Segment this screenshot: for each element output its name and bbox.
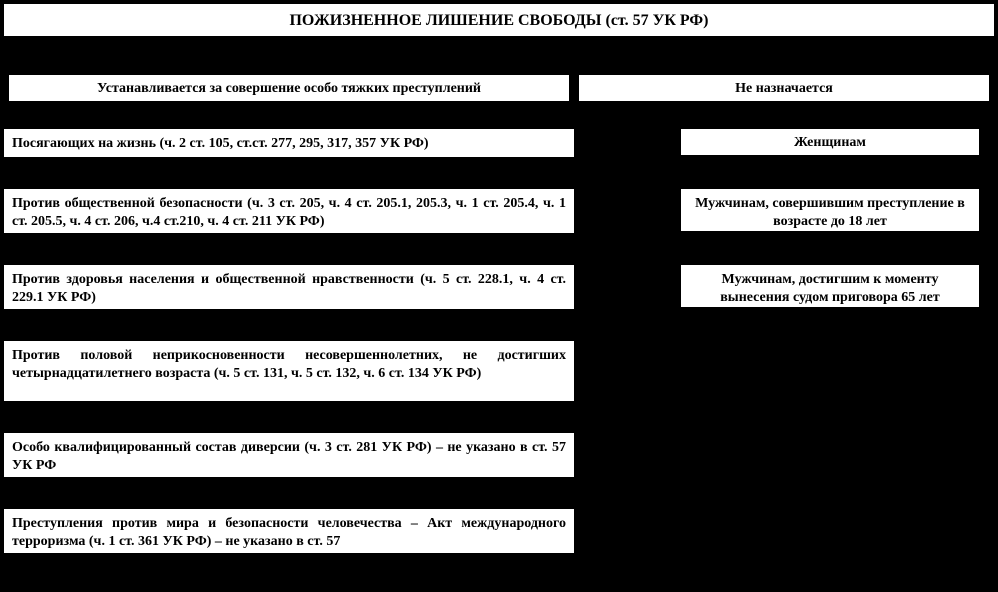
left-item-4: Против половой неприкосновенности несове…	[3, 340, 575, 402]
left-item-6: Преступления против мира и безопасности …	[3, 508, 575, 554]
left-item-1: Посягающих на жизнь (ч. 2 ст. 105, ст.ст…	[3, 128, 575, 158]
right-item-3: Мужчинам, достигшим к моменту вынесения …	[680, 264, 980, 308]
left-item-3: Против здоровья населения и общественной…	[3, 264, 575, 310]
diagram-root: ПОЖИЗНЕННОЕ ЛИШЕНИЕ СВОБОДЫ (ст. 57 УК Р…	[0, 0, 998, 592]
left-item-5: Особо квалифицированный состав диверсии …	[3, 432, 575, 478]
right-item-2: Мужчинам, совершившим преступление в воз…	[680, 188, 980, 232]
left-item-2: Против общественной безопасности (ч. 3 с…	[3, 188, 575, 234]
left-column-header: Устанавливается за совершение особо тяжк…	[8, 74, 570, 102]
right-column-header: Не назначается	[578, 74, 990, 102]
main-title: ПОЖИЗНЕННОЕ ЛИШЕНИЕ СВОБОДЫ (ст. 57 УК Р…	[3, 3, 995, 37]
right-item-1: Женщинам	[680, 128, 980, 156]
